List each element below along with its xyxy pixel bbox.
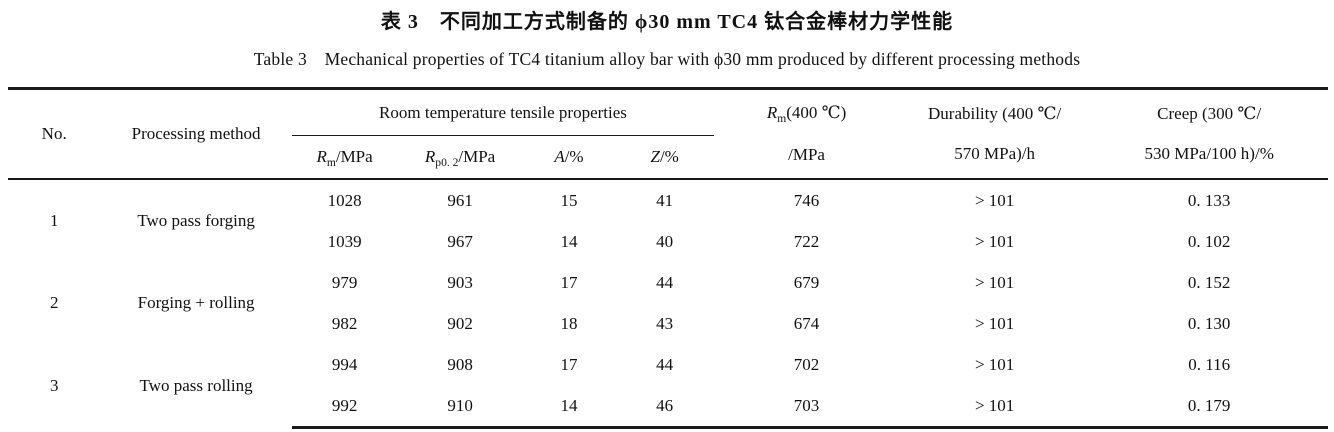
col-header-creep-line2: 530 MPa/100 h)/% [1090,134,1328,174]
cell-rp02: 910 [397,385,523,429]
cell-rm-400: 746 [793,190,820,210]
cell-no: 1 [49,211,59,230]
col-header-durability: Durability (400 ℃/ 570 MPa)/h [898,87,1091,180]
table-row: 1 Two pass forging 1028 961 15 41 746 > … [8,179,1328,231]
rm-subscript: m [326,156,336,170]
col-header-creep: Creep (300 ℃/ 530 MPa/100 h)/% [1090,87,1328,180]
col-header-elongation: A/% [522,135,616,180]
cell-rm-400: 679 [793,272,820,292]
col-header-durability-line2: 570 MPa)/h [899,134,1090,174]
rp02-symbol: R [424,147,436,166]
cell-reduction: 44 [656,354,674,374]
cell-reduction: 41 [656,190,674,210]
cell-rp02: 967 [447,231,473,251]
cell-creep: 0. 152 [1187,272,1231,292]
rm-symbol: R [316,147,327,166]
col-group-tensile-properties: Room temperature tensile properties [291,87,715,136]
cell-rm: 979 [331,272,358,292]
col-header-reduction: Z/% [615,135,715,180]
cell-reduction: 46 [615,385,715,429]
reduction-symbol: Z [650,147,660,166]
table-row: 982 902 18 43 674 > 101 0. 130 [8,303,1328,344]
cell-no: 2 [49,293,59,312]
cell-creep: 0. 116 [1188,354,1231,374]
col-header-method-label: Processing method [131,124,261,143]
cell-reduction: 44 [656,272,674,292]
rm400-subscript: m [777,112,787,126]
table-caption: 表 3 不同加工方式制备的 ϕ30 mm TC4 钛合金棒材力学性能 Table… [0,0,1334,72]
col-header-rp02: Rp0. 2/MPa [397,135,523,180]
durability-label: Durability (400 ℃/ [928,104,1062,123]
cell-rp02: 908 [447,354,473,374]
cell-rm-400: 703 [714,385,899,429]
cell-elongation: 17 [560,354,578,374]
rm-unit: /MPa [335,147,373,166]
cell-rm: 1039 [327,231,362,251]
cell-durability: > 101 [974,190,1015,210]
creep-label: Creep (300 ℃/ [1157,104,1262,123]
elongation-unit: /% [564,147,584,166]
rm400-symbol: R [766,103,778,122]
cell-elongation: 18 [560,313,578,333]
cell-rm: 1028 [327,190,362,210]
cell-reduction: 40 [656,231,674,251]
col-header-rm-400-line1: Rm(400 ℃) [714,93,899,135]
table-row: 3 Two pass rolling 994 908 17 44 702 > 1… [8,344,1328,395]
rp02-unit: /MPa [458,147,496,166]
col-header-rm: Rm/MPa [291,135,398,180]
reduction-unit: /% [659,147,679,166]
rm400-condition: (400 ℃) [786,103,847,122]
cell-rp02: 903 [447,272,473,292]
cell-rm: 994 [331,354,358,374]
cell-creep: 0. 130 [1187,313,1231,333]
cell-durability: > 101 [974,313,1015,333]
col-header-durability-line1: Durability (400 ℃/ [899,94,1090,134]
mechanical-properties-table: No. Processing method Room temperature t… [8,87,1328,429]
rp02-subscript: p0. 2 [435,156,459,170]
cell-creep: 0. 179 [1090,385,1328,429]
elongation-symbol: A [554,147,565,166]
col-header-processing-method: Processing method [100,87,292,180]
cell-elongation: 14 [522,385,616,429]
table-title-english: Table 3 Mechanical properties of TC4 tit… [253,49,1081,69]
col-header-no-label: No. [41,124,67,143]
table-row: 992 910 14 46 703 > 101 0. 179 [8,385,1328,429]
cell-durability: > 101 [898,385,1091,429]
durability-unit: 570 MPa)/h [954,144,1036,163]
col-header-rm-400: Rm(400 ℃) /MPa [714,87,899,180]
cell-elongation: 14 [560,231,578,251]
table-row: 1039 967 14 40 722 > 101 0. 102 [8,221,1328,262]
cell-rm-400: 674 [793,313,820,333]
table-title-chinese: 表 3 不同加工方式制备的 ϕ30 mm TC4 钛合金棒材力学性能 [380,11,954,33]
cell-processing-method: Two pass forging [137,211,255,230]
cell-elongation: 17 [560,272,578,292]
cell-elongation: 15 [560,190,578,210]
cell-processing-method: Two pass rolling [139,375,253,395]
cell-no: 3 [49,375,59,395]
col-group-tensile-label: Room temperature tensile properties [379,102,627,122]
cell-durability: > 101 [974,231,1015,251]
col-header-creep-line1: Creep (300 ℃/ [1090,94,1328,134]
cell-reduction: 43 [656,313,674,333]
col-header-rm-400-line2: /MPa [714,135,899,175]
table-row: 2 Forging + rolling 979 903 17 44 679 > … [8,262,1328,313]
cell-processing-method: Forging + rolling [137,293,255,312]
cell-creep: 0. 102 [1187,231,1231,251]
rm400-unit: /MPa [788,145,825,164]
creep-unit: 530 MPa/100 h)/% [1144,144,1274,163]
cell-rm-400: 722 [793,231,820,251]
col-header-no: No. [8,87,101,180]
cell-rm-400: 702 [793,354,820,374]
cell-rp02: 961 [447,190,473,210]
cell-durability: > 101 [974,354,1015,374]
cell-rp02: 902 [447,313,473,333]
cell-durability: > 101 [974,272,1015,292]
cell-creep: 0. 133 [1187,190,1231,210]
cell-rm: 982 [331,313,358,333]
cell-rm: 992 [291,385,398,429]
